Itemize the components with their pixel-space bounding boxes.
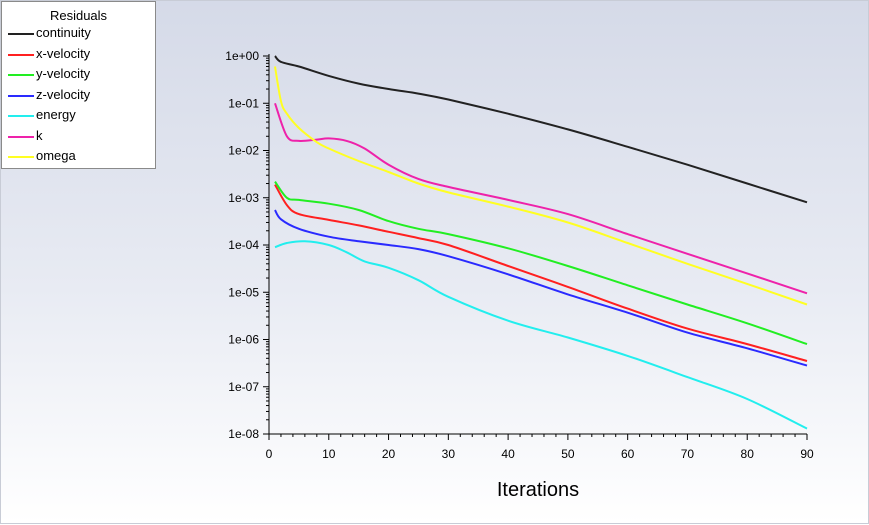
legend-swatch-y-velocity xyxy=(8,74,34,76)
x-tick-label: 0 xyxy=(266,447,273,461)
series-line-y-velocity xyxy=(274,181,808,346)
y-tick-label: 1e-05 xyxy=(228,285,259,299)
x-tick-label: 60 xyxy=(621,447,635,461)
legend-label-x-velocity: x-velocity xyxy=(36,45,91,61)
x-tick-label: 20 xyxy=(382,447,396,461)
series-line-x-velocity xyxy=(274,184,808,362)
x-tick-label: 40 xyxy=(501,447,515,461)
legend-entry-energy[interactable]: energy xyxy=(2,105,155,126)
y-tick-label: 1e+00 xyxy=(225,49,259,63)
legend-entry-x-velocity[interactable]: x-velocity xyxy=(2,44,155,65)
legend-label-omega: omega xyxy=(36,148,76,163)
series-line-k xyxy=(274,102,808,295)
series-line-continuity xyxy=(274,55,808,204)
series-line-energy xyxy=(274,240,808,430)
legend-entries: continuity x-velocity y-velocity z-velocity… xyxy=(2,23,155,167)
legend-label-y-velocity: y-velocity xyxy=(36,66,91,81)
x-tick-label: 90 xyxy=(800,447,814,461)
x-tick-label: 70 xyxy=(681,447,695,461)
axis-ticks: 1e+00 1e-01 1e-02 1e-03 1e-04 1e-05 1e-06 1e-07… xyxy=(225,49,814,461)
legend-entry-k[interactable]: k xyxy=(2,126,155,147)
x-axis-label: Iterations xyxy=(497,479,579,501)
legend-swatch-omega xyxy=(8,156,34,158)
y-tick-label: 1e-06 xyxy=(228,333,259,347)
y-tick-label: 1e-07 xyxy=(228,380,259,394)
legend-entry-continuity[interactable]: continuity xyxy=(2,23,155,44)
legend-entry-y-velocity[interactable]: y-velocity xyxy=(2,64,155,85)
legend-label-continuity: continuity xyxy=(36,25,91,40)
legend[interactable]: Residuals continuity x-velocity y-velocity… xyxy=(1,1,156,169)
y-tick-label: 1e-02 xyxy=(228,144,259,158)
x-tick-label: 30 xyxy=(442,447,456,461)
series-lines xyxy=(274,55,808,430)
y-tick-label: 1e-08 xyxy=(228,427,259,441)
y-tick-label: 1e-03 xyxy=(228,191,259,205)
x-tick-label: 80 xyxy=(741,447,755,461)
x-tick-label: 50 xyxy=(561,447,575,461)
legend-label-energy: energy xyxy=(36,107,76,122)
x-tick-label: 10 xyxy=(322,447,336,461)
legend-label-k: k xyxy=(36,127,43,143)
series-line-omega xyxy=(274,66,808,306)
plot-axes xyxy=(268,54,807,435)
legend-swatch-z-velocity xyxy=(8,94,34,97)
legend-swatch-energy xyxy=(8,115,34,117)
y-tick-label: 1e-01 xyxy=(228,96,259,110)
legend-entry-omega[interactable]: omega xyxy=(2,146,155,167)
legend-swatch-k xyxy=(8,135,34,138)
legend-label-z-velocity: z-velocity xyxy=(36,86,91,102)
legend-swatch-continuity xyxy=(8,33,34,35)
series-line-z-velocity xyxy=(274,209,808,367)
legend-swatch-x-velocity xyxy=(8,53,34,56)
legend-entry-z-velocity[interactable]: z-velocity xyxy=(2,85,155,106)
y-tick-label: 1e-04 xyxy=(228,238,259,252)
legend-title: Residuals xyxy=(49,8,108,23)
